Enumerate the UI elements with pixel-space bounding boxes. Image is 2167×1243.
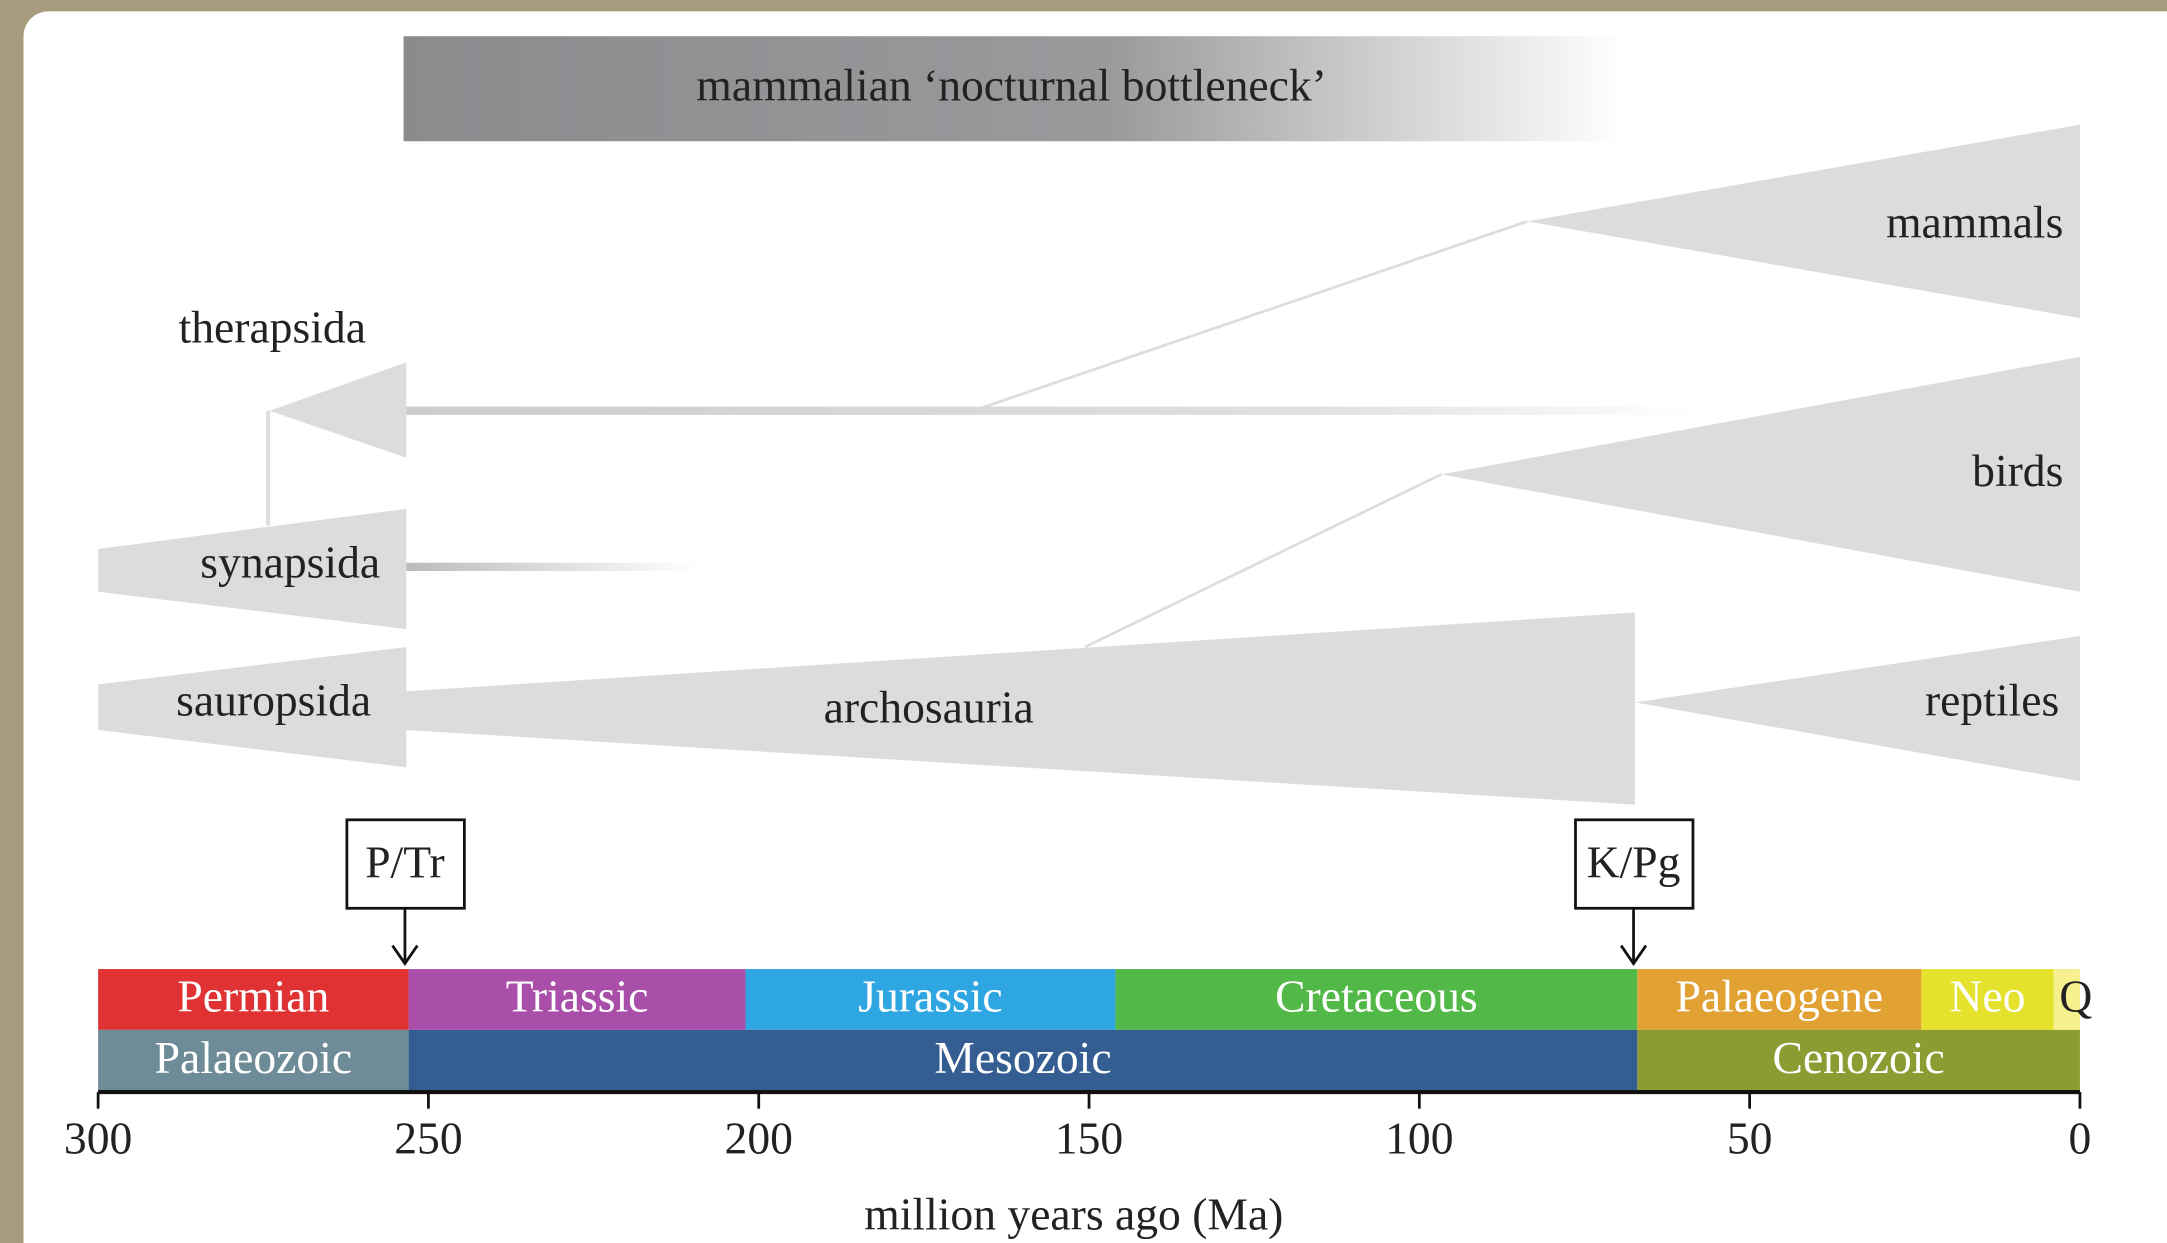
birds-branch xyxy=(1441,356,2080,592)
event-markers xyxy=(345,818,1695,966)
clade-label: synapsida xyxy=(200,536,380,587)
x-axis-label: million years ago (Ma) xyxy=(864,1189,1283,1240)
therapsida-branch xyxy=(269,362,407,458)
x-tick-label: 150 xyxy=(1055,1113,1123,1164)
x-tick-label: 250 xyxy=(394,1113,462,1164)
period xyxy=(408,969,746,1030)
period-label: Permian xyxy=(177,970,329,1021)
x-tick-label: 0 xyxy=(2069,1113,2092,1164)
clade-label: mammals xyxy=(1886,196,2063,247)
event-box xyxy=(345,818,466,910)
era xyxy=(98,1029,409,1093)
clade-label: reptiles xyxy=(1925,675,2059,726)
mammals-branch xyxy=(1527,124,2080,319)
era-label: Palaeozoic xyxy=(155,1032,352,1083)
event-box xyxy=(1574,818,1695,910)
event-label: K/Pg xyxy=(1587,836,1681,887)
period-label: Neo xyxy=(1949,970,2025,1021)
period-label: Triassic xyxy=(506,970,649,1021)
x-tick-label: 200 xyxy=(725,1113,793,1164)
period-label: Cretaceous xyxy=(1275,970,1478,1021)
archosauria-branch xyxy=(406,612,1635,805)
x-tick-label: 100 xyxy=(1385,1113,1453,1164)
x-tick-label: 50 xyxy=(1727,1113,1773,1164)
event-label: P/Tr xyxy=(365,836,444,887)
era-label: Cenozoic xyxy=(1773,1032,1945,1083)
clade-label: therapsida xyxy=(179,301,366,352)
panel xyxy=(23,11,2167,1243)
period xyxy=(1115,969,1638,1030)
era-label: Mesozoic xyxy=(934,1032,1111,1083)
period-label: Jurassic xyxy=(858,970,1002,1021)
x-tick-label: 300 xyxy=(64,1113,132,1164)
period xyxy=(1921,969,2054,1030)
period-label: Palaeogene xyxy=(1676,970,1884,1021)
clade-label: sauropsida xyxy=(176,675,371,726)
timescale: Permian Triassic Jurassic Cretaceous Palaeog… xyxy=(64,969,2092,1240)
clade-label: birds xyxy=(1972,445,2063,496)
period-label: Q xyxy=(2059,970,2092,1021)
bottleneck-bar xyxy=(403,36,1624,142)
banner: mammalian ‘nocturnal bottleneck’ xyxy=(696,60,1326,111)
sauropsida-branch xyxy=(98,647,407,768)
period xyxy=(2053,969,2080,1030)
clade-label: archosauria xyxy=(824,681,1034,732)
era xyxy=(408,1029,1638,1093)
era xyxy=(1637,1029,2080,1093)
reptiles-branch xyxy=(1634,636,2080,782)
period xyxy=(1637,969,1922,1030)
period xyxy=(98,969,409,1030)
period xyxy=(745,969,1116,1030)
